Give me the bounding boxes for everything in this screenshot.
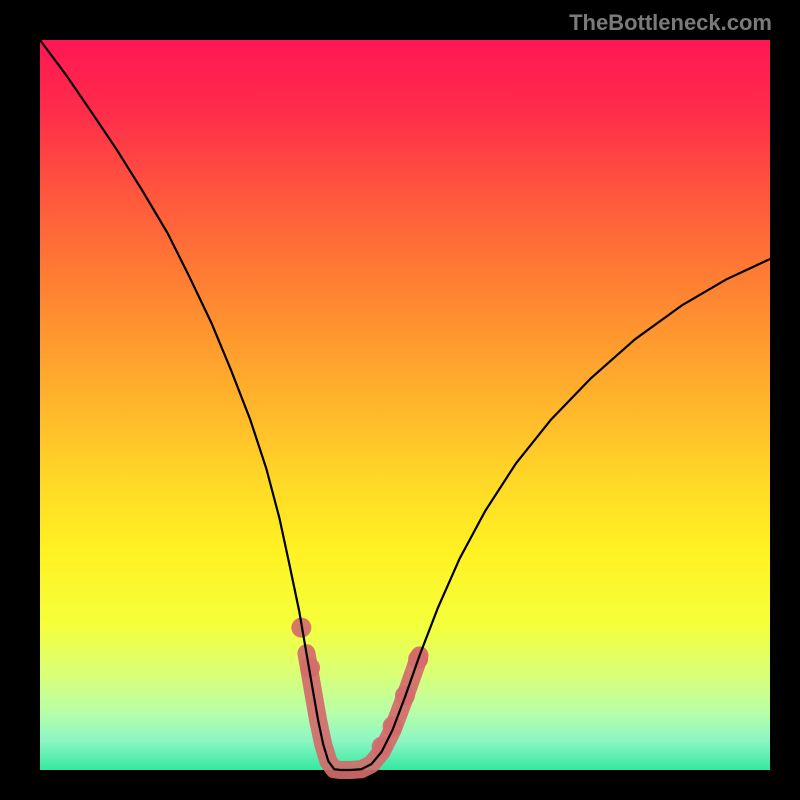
chart-container: TheBottleneck.com xyxy=(0,0,800,800)
bottleneck-chart xyxy=(0,0,800,800)
plot-background xyxy=(40,40,770,770)
accent-dot xyxy=(383,716,403,736)
